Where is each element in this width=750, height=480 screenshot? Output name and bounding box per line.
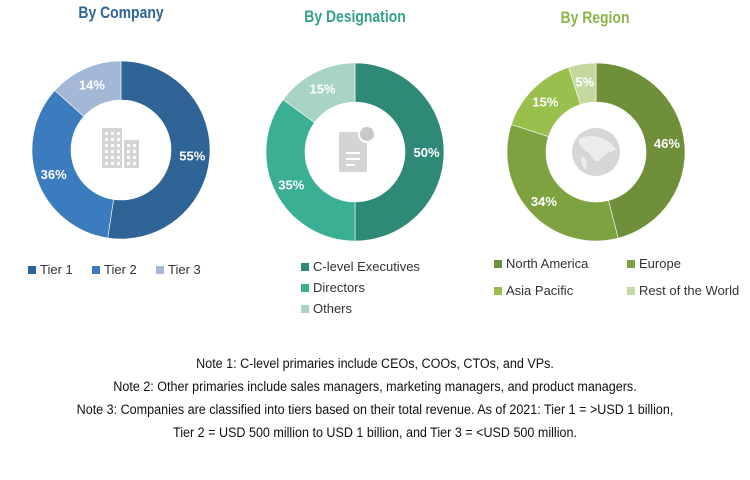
legend-item: Others [301, 301, 352, 316]
donut-slice-tier-3 [54, 60, 122, 117]
donut-slice-north-america [595, 62, 686, 239]
note-1: Note 1: C-level primaries include CEOs, … [196, 356, 554, 371]
legend-label: Directors [313, 280, 366, 295]
legend-swatch [156, 265, 164, 274]
legend-label: Europe [639, 256, 681, 271]
legend-item: Europe [627, 256, 681, 271]
donut-slice-tier-1 [107, 60, 211, 240]
legend-label: C-level Executives [313, 259, 420, 274]
data-label: 5% [575, 74, 594, 89]
legend-swatch [627, 259, 635, 268]
legend-item: Asia Pacific [494, 283, 573, 298]
donut-slice-directors [265, 99, 356, 242]
legend-label: Others [313, 301, 353, 316]
donut-chart-designation: 50% 35% 15% [265, 62, 445, 242]
donut-slice-rest-of-the-world [568, 62, 597, 105]
chart-title-region: By Region [560, 8, 630, 27]
data-label: 15% [310, 81, 336, 96]
donut-slice-c-level-executives [354, 62, 445, 242]
note-3: Note 3: Companies are classified into ti… [76, 402, 674, 417]
chart-title-company: By Company [78, 3, 164, 22]
document-icon [339, 125, 376, 172]
data-label: 50% [413, 145, 439, 160]
legend-item: Tier 2 [92, 262, 137, 277]
donut-chart-company: 55% 36% 14% [31, 60, 211, 240]
legend-label: Asia Pacific [506, 283, 574, 298]
legend-label: North America [506, 256, 589, 271]
data-label: 14% [79, 78, 105, 93]
legend-label: Tier 1 [40, 262, 73, 277]
legend-item: Rest of the World [627, 283, 739, 298]
donut-slice-tier-2 [31, 90, 114, 239]
note-2: Note 2: Other primaries include sales ma… [113, 379, 637, 394]
data-label: 34% [531, 194, 557, 209]
note-3-continued: Tier 2 = USD 500 million to USD 1 billio… [173, 425, 577, 440]
chart-title-designation: By Designation [304, 7, 406, 26]
legend-swatch [92, 265, 100, 274]
legend-item: Tier 3 [156, 262, 201, 277]
notes-section: Note 1: C-level primaries include CEOs, … [0, 352, 750, 444]
donut-chart-region: 46% 34% 15% 5% [506, 62, 686, 242]
legend-label: Tier 3 [168, 262, 201, 277]
data-label: 55% [179, 148, 205, 163]
legend-item: North America [494, 256, 588, 271]
legend-swatch [301, 283, 309, 292]
legend-label: Rest of the World [639, 283, 740, 298]
donut-slice-europe [506, 124, 619, 242]
legend-item: Directors [301, 280, 365, 295]
building-icon [102, 128, 139, 168]
legend-swatch [28, 265, 36, 274]
data-label: 36% [41, 167, 67, 182]
legend-item: C-level Executives [301, 259, 420, 274]
legend-swatch [301, 304, 309, 313]
data-label: 35% [278, 177, 304, 192]
legend-label: Tier 2 [104, 262, 137, 277]
globe-icon [572, 128, 620, 176]
legend-swatch [627, 286, 635, 295]
donut-slice-others [282, 62, 356, 124]
legend-swatch [301, 262, 309, 271]
data-label: 15% [532, 94, 558, 109]
legend-item: Tier 1 [28, 262, 73, 277]
legend-swatch [494, 259, 502, 268]
data-label: 46% [654, 136, 680, 151]
legend-swatch [494, 286, 502, 295]
